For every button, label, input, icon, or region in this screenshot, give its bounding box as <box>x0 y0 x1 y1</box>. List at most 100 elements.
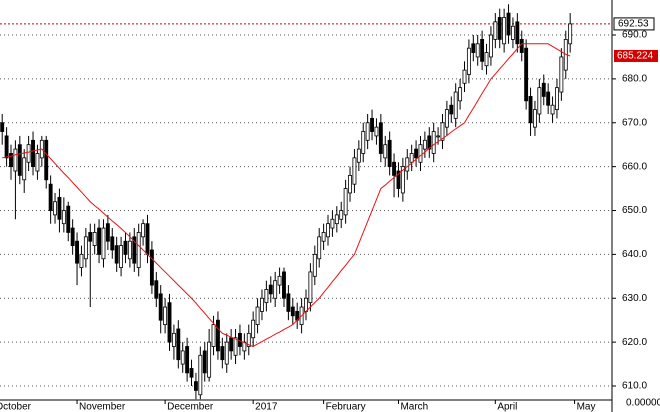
candle-body <box>75 240 79 264</box>
candle-body <box>427 135 432 150</box>
candle-body <box>268 284 273 295</box>
candle-body <box>383 144 388 159</box>
y-tick-label: 650.0 <box>622 205 647 216</box>
candle-body <box>374 126 379 137</box>
candle-body <box>136 232 141 268</box>
candle-body <box>352 157 357 185</box>
candle-body <box>31 139 35 168</box>
candle-body <box>422 139 427 150</box>
candle-body <box>224 341 229 365</box>
candle-body <box>348 175 352 194</box>
y-tick-label: 690.0 <box>622 30 647 41</box>
candle-body <box>555 87 559 110</box>
candle-body <box>533 109 537 128</box>
y-tick-label: 620.0 <box>622 337 647 348</box>
candle-body <box>127 240 132 260</box>
candle-body <box>484 52 489 67</box>
candle-body <box>458 87 463 102</box>
candle-body <box>502 17 507 45</box>
candle-body <box>211 324 216 347</box>
candle-body <box>13 148 18 172</box>
candle-body <box>207 341 212 378</box>
candle-body <box>493 21 498 40</box>
candle-body <box>436 135 441 138</box>
candle-body <box>229 337 234 352</box>
candle-body <box>105 223 110 242</box>
candle-body <box>546 91 551 106</box>
candle-body <box>149 249 154 286</box>
last-price-label: 692.53 <box>618 19 649 30</box>
candle-body <box>343 188 348 216</box>
candle-body <box>273 280 278 299</box>
candle-body <box>154 280 159 299</box>
x-tick-label: December <box>167 402 214 412</box>
candle-body <box>26 144 31 163</box>
candle-body <box>528 96 533 124</box>
candle-body <box>4 135 9 159</box>
candle-body <box>110 236 115 251</box>
candle-body <box>330 218 335 229</box>
candle-body <box>88 232 93 242</box>
candle-body <box>396 170 401 189</box>
candle-body <box>334 214 339 225</box>
candle-body <box>400 166 405 194</box>
candle-body <box>35 153 40 172</box>
x-tick-label: 2017 <box>255 402 278 412</box>
candle-body <box>462 69 467 84</box>
candle-body <box>22 157 27 181</box>
candle-body <box>339 210 344 220</box>
candle-body <box>277 275 282 286</box>
y-tick-label: 640.0 <box>622 249 647 260</box>
candle-body <box>541 82 546 97</box>
candle-body <box>17 144 22 176</box>
x-tick-label: February <box>326 402 366 412</box>
ma-label-box <box>614 49 658 62</box>
candle-body <box>515 21 520 45</box>
volume-tick-label: 0.00000 <box>626 398 660 409</box>
candle-body <box>524 47 529 102</box>
candle-body <box>79 253 84 268</box>
x-tick-label: May <box>577 402 596 412</box>
candle-body <box>559 56 564 93</box>
candle-body <box>61 210 66 225</box>
candle-body <box>444 109 449 128</box>
candle-body <box>378 122 383 154</box>
candle-body <box>132 236 137 264</box>
candle-body <box>519 38 524 53</box>
candle-body <box>409 153 414 163</box>
x-tick-label: October <box>0 402 32 412</box>
candle-body <box>392 161 396 176</box>
ma-label: 685.224 <box>617 51 654 62</box>
candle-body <box>176 328 181 361</box>
candle-body <box>44 139 49 181</box>
last-price-box <box>613 17 655 31</box>
candle-body <box>282 271 286 299</box>
candle-body <box>0 122 5 132</box>
candle-body <box>449 104 454 115</box>
candle-body <box>466 47 471 75</box>
y-tick-label: 630.0 <box>622 293 647 304</box>
y-tick-label: 670.0 <box>622 117 647 128</box>
candle-body <box>48 183 53 211</box>
candle-body <box>123 240 128 255</box>
candle-body <box>475 43 480 58</box>
candle-body <box>286 293 291 312</box>
candle-body <box>537 87 542 115</box>
candle-body <box>440 122 445 141</box>
candle-body <box>9 153 13 168</box>
candle-body <box>414 148 419 159</box>
candle-body <box>453 91 458 119</box>
candle-body <box>163 306 168 325</box>
candle-body <box>145 223 150 255</box>
candle-body <box>312 253 317 277</box>
candle-body <box>365 122 370 141</box>
candle-body <box>431 131 436 154</box>
candle-body <box>387 139 392 168</box>
candle-body <box>57 196 62 220</box>
candle-body <box>180 350 185 365</box>
candle-body <box>53 201 57 216</box>
candle-body <box>92 232 97 247</box>
y-tick-label: 660.0 <box>622 161 647 172</box>
candle-body <box>506 12 511 36</box>
